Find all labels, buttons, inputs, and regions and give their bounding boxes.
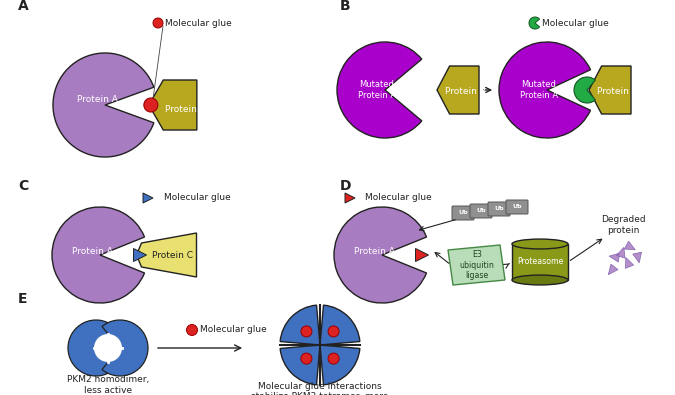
Text: Ub: Ub bbox=[477, 209, 486, 214]
Polygon shape bbox=[416, 248, 429, 261]
Text: Degraded
protein: Degraded protein bbox=[601, 215, 645, 235]
Ellipse shape bbox=[512, 239, 568, 249]
Text: C: C bbox=[18, 179, 28, 193]
Text: Protein B: Protein B bbox=[445, 88, 485, 96]
Text: Protein B: Protein B bbox=[165, 105, 205, 115]
Polygon shape bbox=[136, 233, 196, 277]
Wedge shape bbox=[280, 305, 320, 345]
Text: E3
ubiquitin
ligase: E3 ubiquitin ligase bbox=[460, 250, 494, 280]
FancyBboxPatch shape bbox=[452, 206, 474, 220]
Polygon shape bbox=[437, 66, 479, 114]
Wedge shape bbox=[280, 345, 320, 385]
Text: Mutated
Protein A: Mutated Protein A bbox=[358, 80, 396, 100]
Text: Ub: Ub bbox=[458, 211, 468, 216]
Text: Proteasome: Proteasome bbox=[517, 258, 563, 267]
Text: E: E bbox=[18, 292, 28, 306]
Polygon shape bbox=[345, 193, 355, 203]
Text: Protein A: Protein A bbox=[354, 248, 394, 256]
Wedge shape bbox=[320, 345, 360, 385]
Text: Ub: Ub bbox=[494, 207, 504, 211]
Circle shape bbox=[153, 18, 163, 28]
Text: Protein A: Protein A bbox=[72, 248, 113, 256]
Polygon shape bbox=[448, 245, 505, 285]
Polygon shape bbox=[143, 193, 153, 203]
Polygon shape bbox=[632, 252, 641, 263]
Circle shape bbox=[94, 334, 122, 362]
Wedge shape bbox=[320, 305, 360, 345]
Text: Mutated
Protein A: Mutated Protein A bbox=[520, 80, 558, 100]
Polygon shape bbox=[589, 66, 631, 114]
FancyBboxPatch shape bbox=[512, 244, 568, 280]
Polygon shape bbox=[624, 241, 635, 250]
Circle shape bbox=[186, 325, 198, 335]
Text: Molecular glue: Molecular glue bbox=[165, 19, 232, 28]
Text: Molecular glue interactions
stabilize PKM2 tetramer, more
active: Molecular glue interactions stabilize PK… bbox=[251, 382, 389, 395]
Text: Protein C: Protein C bbox=[152, 250, 193, 260]
Wedge shape bbox=[334, 207, 427, 303]
Text: Molecular glue: Molecular glue bbox=[164, 194, 231, 203]
Circle shape bbox=[328, 326, 339, 337]
FancyBboxPatch shape bbox=[506, 200, 528, 214]
Circle shape bbox=[328, 353, 339, 364]
Polygon shape bbox=[609, 253, 620, 262]
Text: Protein A: Protein A bbox=[76, 96, 117, 105]
Wedge shape bbox=[499, 42, 591, 138]
Text: Molecular glue: Molecular glue bbox=[200, 325, 267, 335]
Polygon shape bbox=[608, 264, 618, 275]
Polygon shape bbox=[616, 247, 625, 258]
Text: PKM2 homodimer,
less active: PKM2 homodimer, less active bbox=[67, 375, 149, 395]
FancyBboxPatch shape bbox=[470, 204, 492, 218]
Circle shape bbox=[144, 98, 158, 112]
Text: Protein B: Protein B bbox=[597, 88, 637, 96]
Text: A: A bbox=[18, 0, 29, 13]
Polygon shape bbox=[134, 248, 146, 261]
Text: Ub: Ub bbox=[512, 205, 522, 209]
FancyBboxPatch shape bbox=[488, 202, 510, 216]
Wedge shape bbox=[102, 320, 148, 376]
Wedge shape bbox=[574, 77, 595, 103]
Text: B: B bbox=[340, 0, 350, 13]
Polygon shape bbox=[149, 80, 197, 130]
Polygon shape bbox=[625, 258, 634, 268]
Text: Molecular glue: Molecular glue bbox=[542, 19, 609, 28]
Wedge shape bbox=[53, 53, 154, 157]
Wedge shape bbox=[68, 320, 114, 376]
Text: Molecular glue: Molecular glue bbox=[365, 194, 432, 203]
Text: D: D bbox=[340, 179, 352, 193]
Wedge shape bbox=[529, 17, 539, 29]
Ellipse shape bbox=[512, 275, 568, 285]
Circle shape bbox=[301, 353, 312, 364]
Wedge shape bbox=[337, 42, 422, 138]
Circle shape bbox=[301, 326, 312, 337]
Wedge shape bbox=[52, 207, 144, 303]
